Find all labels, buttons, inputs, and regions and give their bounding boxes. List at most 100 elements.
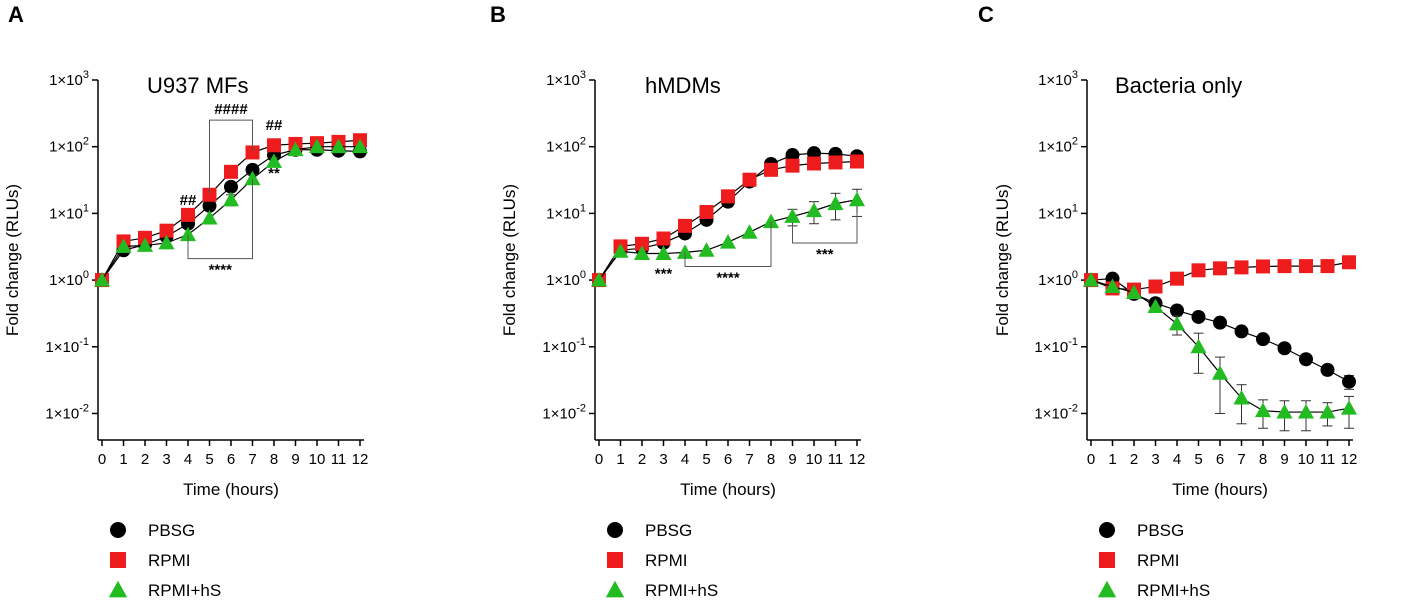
y-tick-label: 1×100 bbox=[1038, 269, 1078, 289]
significance-label: ** bbox=[268, 165, 280, 182]
significance-annotation: ## bbox=[266, 117, 283, 134]
x-axis-label: Time (hours) bbox=[183, 480, 279, 499]
legend-marker bbox=[110, 552, 126, 568]
data-point bbox=[202, 187, 217, 202]
data-point bbox=[762, 213, 780, 229]
bracket bbox=[187, 178, 253, 260]
x-tick-label: 10 bbox=[806, 451, 823, 468]
series-pbsg bbox=[592, 146, 864, 288]
y-tick-label: 1×10-1 bbox=[542, 336, 586, 356]
data-point bbox=[827, 195, 844, 211]
data-point bbox=[678, 218, 692, 233]
data-point bbox=[136, 237, 154, 252]
panel-title: Bacteria only bbox=[1115, 73, 1242, 98]
data-point bbox=[179, 226, 197, 242]
x-tick-label: 2 bbox=[1130, 451, 1138, 468]
data-point bbox=[807, 156, 821, 171]
x-tick-label: 11 bbox=[828, 451, 844, 468]
data-point bbox=[1342, 255, 1356, 270]
x-tick-label: 7 bbox=[745, 451, 753, 468]
x-tick-label: 7 bbox=[248, 451, 256, 468]
y-tick-label: 1×101 bbox=[49, 202, 89, 222]
legend-label: PBSG bbox=[1137, 521, 1184, 540]
data-point bbox=[308, 138, 326, 154]
y-tick-label: 1×102 bbox=[546, 136, 586, 156]
x-tick-label: 0 bbox=[98, 451, 106, 468]
data-point bbox=[244, 170, 261, 186]
data-point bbox=[612, 243, 629, 258]
significance-label: **** bbox=[716, 269, 740, 286]
y-axis-label: Fold change (RLUs) bbox=[993, 184, 1012, 336]
y-axis-label: Fold change (RLUs) bbox=[3, 184, 22, 336]
data-point bbox=[633, 245, 651, 260]
data-point bbox=[93, 272, 111, 287]
x-tick-label: 1 bbox=[616, 451, 624, 468]
data-point bbox=[1168, 315, 1186, 331]
x-tick-label: 8 bbox=[270, 451, 278, 468]
x-tick-label: 6 bbox=[227, 451, 235, 468]
panel-title: hMDMs bbox=[645, 73, 721, 98]
x-tick-label: 4 bbox=[184, 451, 192, 468]
x-tick-label: 0 bbox=[595, 451, 603, 468]
data-point bbox=[202, 198, 217, 213]
significance-label: *** bbox=[816, 246, 834, 263]
legend-label: PBSG bbox=[148, 521, 195, 540]
data-point bbox=[330, 138, 347, 154]
y-tick-label: 1×100 bbox=[546, 269, 586, 289]
x-tick-label: 1 bbox=[119, 451, 127, 468]
series-line bbox=[101, 139, 361, 281]
x-tick-label: 4 bbox=[1173, 451, 1181, 468]
data-point bbox=[287, 141, 304, 157]
x-tick-label: 12 bbox=[352, 451, 369, 468]
bracket bbox=[209, 119, 253, 194]
x-tick-label: 3 bbox=[1151, 451, 1159, 468]
y-axis-label: Fold change (RLUs) bbox=[500, 184, 519, 336]
data-point bbox=[351, 138, 369, 154]
y-tick-label: 1×10-1 bbox=[1034, 336, 1078, 356]
data-point bbox=[635, 236, 649, 251]
data-point bbox=[1082, 272, 1100, 287]
significance-label: ## bbox=[266, 117, 283, 134]
chart-panel-c: C Bacteria only 1×103 1×102 1×101 1×100 1×10-1… bbox=[978, 2, 1357, 600]
x-tick-label: 3 bbox=[659, 451, 667, 468]
data-point bbox=[1170, 271, 1184, 286]
panel-letter: A bbox=[8, 2, 24, 27]
x-tick-label: 5 bbox=[1194, 451, 1202, 468]
data-point bbox=[224, 179, 238, 194]
legend-marker bbox=[108, 580, 128, 598]
x-tick-label: 2 bbox=[638, 451, 646, 468]
data-point bbox=[676, 244, 694, 259]
data-point bbox=[265, 153, 283, 168]
x-tick-label: 10 bbox=[1298, 451, 1315, 468]
y-tick-label: 1×103 bbox=[546, 69, 586, 89]
y-tick-label: 1×10-2 bbox=[542, 402, 586, 422]
x-tick-label: 9 bbox=[291, 451, 299, 468]
x-tick-label: 9 bbox=[788, 451, 796, 468]
series-rpmi-hs bbox=[93, 138, 369, 287]
data-point bbox=[222, 191, 240, 207]
data-point bbox=[1191, 309, 1206, 324]
data-point bbox=[655, 245, 672, 260]
legend-marker bbox=[607, 522, 623, 538]
data-point bbox=[784, 208, 801, 223]
y-tick-label: 1×102 bbox=[1038, 136, 1078, 156]
significance-annotation: #### bbox=[209, 101, 253, 194]
data-point bbox=[1147, 298, 1164, 314]
x-tick-label: 0 bbox=[1087, 451, 1095, 468]
legend-marker bbox=[607, 552, 623, 568]
bracket bbox=[684, 221, 772, 267]
legend: PBSG RPMI RPMI+hS bbox=[1097, 521, 1210, 600]
legend-label: RPMI bbox=[645, 551, 688, 570]
series-rpmi-hs bbox=[1082, 272, 1358, 432]
data-point bbox=[115, 238, 132, 253]
data-point bbox=[1320, 259, 1335, 274]
legend-marker bbox=[1097, 580, 1117, 598]
data-point bbox=[1125, 284, 1143, 299]
significance-annotation: ** bbox=[268, 165, 280, 182]
data-point bbox=[848, 191, 866, 207]
data-point bbox=[245, 162, 260, 177]
data-point bbox=[1340, 400, 1358, 415]
x-tick-label: 9 bbox=[1280, 451, 1288, 468]
x-tick-label: 1 bbox=[1108, 451, 1116, 468]
